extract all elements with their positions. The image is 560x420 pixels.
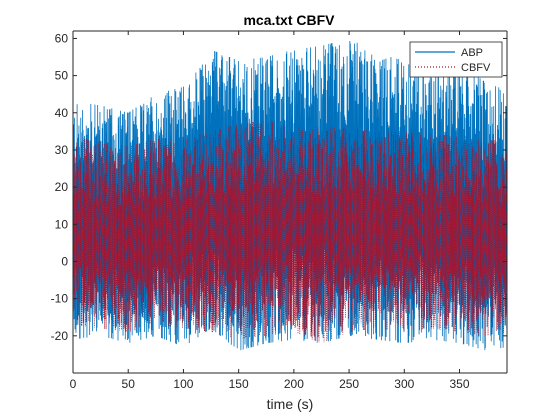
- axes-frame: [72, 30, 508, 374]
- y-tick-label: -20: [51, 329, 69, 343]
- chart-title: mca.txt CBFV: [243, 12, 335, 28]
- legend-box: [409, 41, 503, 78]
- ticks-layer: 0 50 100 150 200 250 300 350 -20 -10 0 10 20 30 40 50 60: [51, 31, 507, 391]
- x-tick-label: 350: [449, 377, 469, 391]
- y-tick-label: 40: [55, 106, 69, 120]
- legend-label-cbfv: CBFV: [461, 62, 491, 74]
- y-tick-label: 20: [55, 180, 69, 194]
- y-tick-label: 50: [55, 69, 69, 83]
- x-tick-label: 150: [229, 377, 249, 391]
- y-tick-label: -10: [51, 292, 69, 306]
- series-layer: [73, 41, 507, 351]
- y-tick-label: 30: [55, 143, 69, 157]
- x-tick-label: 250: [339, 377, 359, 391]
- legend-label-abp: ABP: [461, 47, 483, 59]
- x-tick-label: 0: [70, 377, 77, 391]
- x-axis-label: time (s): [267, 396, 314, 412]
- y-tick-label: 10: [55, 217, 69, 231]
- x-tick-label: 100: [173, 377, 193, 391]
- x-tick-label: 200: [284, 377, 304, 391]
- x-tick-label: 300: [394, 377, 414, 391]
- series-cbfv-line: [73, 120, 507, 343]
- x-tick-label: 50: [122, 377, 136, 391]
- y-tick-label: 0: [61, 254, 68, 268]
- y-tick-label: 60: [55, 31, 69, 45]
- legend: ABP CBFV: [409, 41, 503, 78]
